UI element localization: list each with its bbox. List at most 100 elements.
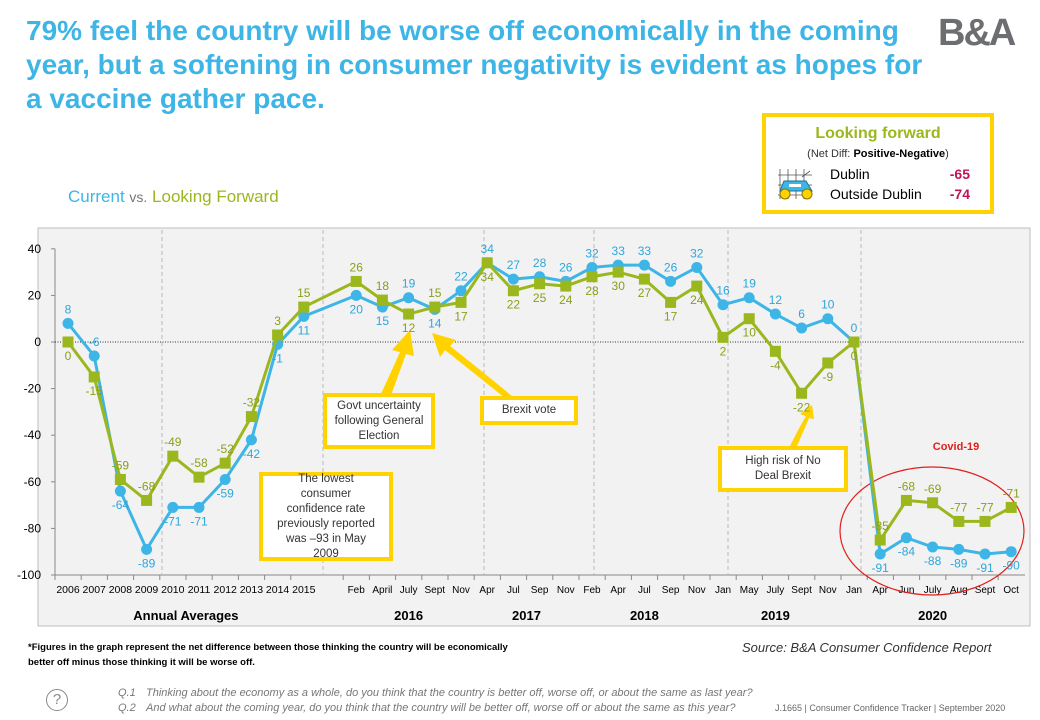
point-current: [638, 259, 650, 271]
data-label-current: 33: [638, 244, 652, 258]
question-icon: ?: [46, 689, 68, 711]
group-label: 2020: [918, 608, 947, 623]
arrow-govt: [380, 330, 414, 398]
point-forward: [560, 280, 572, 292]
data-label-current: 14: [428, 316, 442, 330]
page-title: 79% feel the country will be worse off e…: [26, 15, 923, 114]
point-current: [900, 532, 912, 544]
x-tick-label: Aug: [950, 585, 968, 596]
source-note: Source: B&A Consumer Confidence Report: [742, 640, 992, 655]
point-forward: [848, 336, 860, 348]
point-forward: [638, 273, 650, 285]
data-label-forward: -68: [138, 479, 156, 493]
data-label-forward: 30: [612, 279, 626, 293]
x-tick-label: Nov: [452, 585, 470, 596]
x-tick-label: Nov: [688, 585, 706, 596]
data-label-current: 22: [454, 270, 468, 284]
point-current: [874, 548, 886, 560]
point-current: [717, 299, 729, 311]
data-label-forward: -77: [976, 500, 994, 514]
outside-dublin-value: -74: [949, 186, 970, 202]
y-tick-label: -40: [24, 428, 42, 442]
q1-number: Q.1: [118, 687, 136, 699]
data-label-current: 27: [507, 258, 521, 272]
data-label-forward: -59: [112, 458, 130, 472]
data-label-forward: 24: [690, 293, 704, 307]
x-tick-label: Jan: [846, 585, 862, 596]
data-label-current: -89: [950, 556, 968, 570]
data-label-forward: 3: [274, 314, 281, 328]
point-current: [586, 261, 598, 273]
data-label-current: 34: [481, 242, 495, 256]
data-label-current: 26: [664, 260, 678, 274]
data-label-current: 8: [65, 302, 72, 316]
x-tick-label: 2009: [135, 584, 159, 596]
data-label-forward: 17: [454, 309, 468, 323]
data-label-forward: 2: [720, 344, 727, 358]
looking-forward-box: Looking forward (Net Diff: Positive-Nega…: [762, 113, 994, 214]
x-tick-label: 2013: [240, 584, 264, 596]
data-label-current: 12: [769, 293, 783, 307]
data-label-current: 32: [690, 246, 704, 260]
point-forward: [953, 515, 965, 527]
group-label: 2017: [512, 608, 541, 623]
data-label-forward: -22: [793, 400, 811, 414]
group-label: 2018: [630, 608, 659, 623]
group-label: 2019: [761, 608, 790, 623]
brand-logo: B&A: [938, 12, 1016, 54]
data-label-current: 15: [376, 314, 390, 328]
x-tick-label: May: [740, 585, 759, 596]
annotation-lowest: The lowest consumer confidence rate prev…: [259, 472, 393, 561]
x-tick-label: 2006: [56, 584, 80, 596]
tracker-footer: J.1665 | Consumer Confidence Tracker | S…: [775, 703, 1006, 713]
point-forward: [88, 371, 100, 383]
data-label-forward: 34: [481, 270, 495, 284]
y-tick-label: 40: [28, 242, 42, 256]
point-forward: [245, 411, 257, 423]
x-tick-label: 2015: [292, 584, 316, 596]
data-label-current: 11: [298, 323, 311, 337]
x-tick-label: 2008: [109, 584, 133, 596]
data-label-forward: 18: [376, 279, 390, 293]
data-label-current: 16: [716, 284, 730, 298]
x-tick-label: 2007: [83, 584, 107, 596]
data-label-forward: -49: [164, 435, 182, 449]
point-current: [691, 261, 703, 273]
point-forward: [481, 257, 493, 269]
data-label-forward: 17: [664, 309, 678, 323]
covid-circle: [839, 466, 1025, 596]
x-tick-label: Jan: [715, 585, 731, 596]
point-forward: [769, 345, 781, 357]
y-tick-label: -100: [17, 568, 41, 582]
x-tick-label: Sept: [791, 585, 812, 596]
q2-text: And what about the coming year, do you t…: [146, 702, 736, 714]
data-label-current: 6: [798, 307, 805, 321]
data-label-forward: -68: [898, 479, 916, 493]
x-tick-label: Feb: [583, 585, 601, 596]
data-label-forward: 0: [65, 349, 72, 363]
data-label-current: 26: [559, 260, 573, 274]
x-tick-label: 2011: [188, 584, 211, 596]
point-current: [193, 501, 205, 513]
data-label-forward: -58: [190, 456, 208, 470]
data-label-forward: -32: [243, 396, 261, 410]
x-tick-label: Sep: [662, 585, 680, 596]
point-forward: [507, 285, 519, 297]
point-forward: [167, 450, 179, 462]
footnote: *Figures in the graph represent the net …: [28, 642, 508, 668]
data-label-forward: 12: [402, 321, 416, 335]
data-label-current: 0: [851, 321, 858, 335]
point-current: [455, 285, 467, 297]
x-tick-label: July: [400, 585, 418, 596]
point-current: [219, 473, 231, 485]
annotation-nodeal: High risk of No Deal Brexit: [718, 446, 848, 492]
point-current: [88, 350, 100, 362]
point-forward: [743, 313, 755, 325]
point-forward: [717, 331, 729, 343]
data-label-forward: -77: [950, 500, 968, 514]
x-tick-label: 2012: [214, 584, 238, 596]
point-forward: [822, 357, 834, 369]
subtitle-forward: Looking Forward: [152, 187, 279, 206]
data-label-forward: 22: [507, 298, 521, 312]
